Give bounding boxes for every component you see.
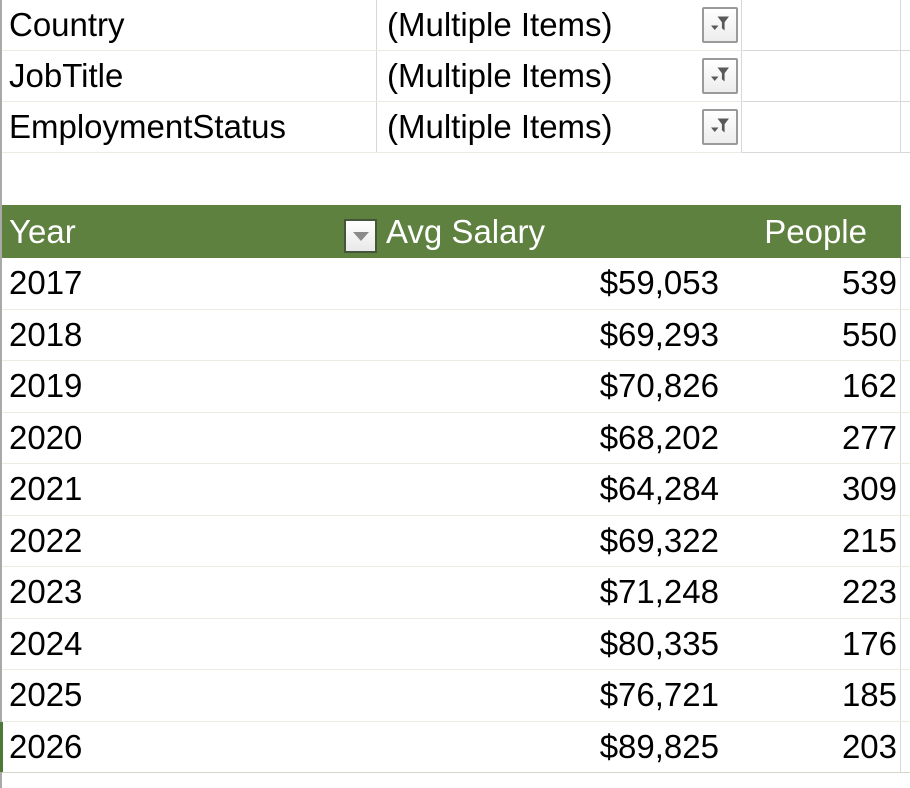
pivot-table-row: 2020 $68,202 277	[0, 413, 910, 464]
filter-row: JobTitle (Multiple Items)	[0, 51, 910, 102]
cell-people[interactable]: 539	[841, 264, 897, 302]
pivot-header-row: Year Avg Salary People	[0, 205, 901, 258]
cell-avg-salary[interactable]: $71,248	[599, 573, 719, 611]
header-cell-avg-salary[interactable]: Avg Salary	[386, 213, 545, 250]
cell-avg-salary[interactable]: $68,202	[599, 418, 719, 456]
filter-row: Country (Multiple Items)	[0, 0, 910, 51]
header-year-label: Year	[9, 213, 76, 250]
filter-field-label[interactable]: Country	[0, 0, 377, 51]
cell-year[interactable]: 2024	[9, 624, 83, 662]
gridline-col-c-d	[900, 0, 901, 788]
filter-value-text: (Multiple Items)	[387, 57, 613, 94]
pivot-table-row: 2017 $59,053 539	[0, 258, 910, 310]
sheet-left-edge	[0, 0, 2, 788]
gridline-col-b-c	[741, 0, 742, 205]
pivot-table-row: 2022 $69,322 215	[0, 516, 910, 567]
bottom-partial-row	[0, 773, 910, 788]
pivot-left-accent-border	[0, 722, 3, 772]
gridline-sliver-header-bottom	[901, 257, 910, 258]
filter-row: EmploymentStatus (Multiple Items)	[0, 102, 910, 153]
cell-year[interactable]: 2025	[9, 676, 83, 714]
empty-row[interactable]	[0, 153, 910, 205]
funnel-filter-icon	[708, 115, 732, 139]
cell-people[interactable]: 215	[841, 521, 897, 559]
cell-year[interactable]: 2021	[9, 470, 83, 508]
cell-avg-salary[interactable]: $70,826	[599, 367, 719, 405]
filter-value-text: (Multiple Items)	[387, 6, 613, 43]
cell-year[interactable]: 2022	[9, 521, 83, 559]
empty-cell[interactable]	[742, 0, 901, 51]
cell-year[interactable]: 2017	[9, 264, 83, 302]
pivot-table-row: 2018 $69,293 550	[0, 310, 910, 361]
pivot-table-row: 2026 $89,825 203	[0, 722, 910, 773]
cell-people[interactable]: 185	[841, 676, 897, 714]
cell-year[interactable]: 2020	[9, 418, 83, 456]
cell-year[interactable]: 2018	[9, 315, 83, 353]
filter-funnel-button[interactable]	[702, 58, 738, 94]
empty-cell-sliver	[901, 0, 910, 51]
cell-year[interactable]: 2019	[9, 367, 83, 405]
cell-avg-salary[interactable]: $76,721	[599, 676, 719, 714]
cell-avg-salary[interactable]: $80,335	[599, 624, 719, 662]
filter-field-label[interactable]: EmploymentStatus	[0, 102, 377, 153]
header-cell-year[interactable]: Year	[0, 205, 377, 258]
gridline-col-a-b	[376, 0, 377, 205]
pivot-table-row: 2024 $80,335 176	[0, 619, 910, 670]
cell-people[interactable]: 550	[841, 315, 897, 353]
filter-value-cell[interactable]: (Multiple Items)	[377, 102, 742, 153]
cell-people[interactable]: 223	[841, 573, 897, 611]
cell-people[interactable]: 176	[841, 624, 897, 662]
filter-field-label[interactable]: JobTitle	[0, 51, 377, 102]
pivot-table-row: 2023 $71,248 223	[0, 567, 910, 619]
filter-value-cell[interactable]: (Multiple Items)	[377, 0, 742, 51]
header-cell-people[interactable]: People	[764, 213, 867, 250]
empty-cell-sliver	[901, 51, 910, 102]
cell-avg-salary[interactable]: $59,053	[599, 264, 719, 302]
pivot-table-row: 2021 $64,284 309	[0, 464, 910, 516]
funnel-filter-icon	[708, 64, 732, 88]
filter-funnel-button[interactable]	[702, 7, 738, 43]
pivot-table-row: 2019 $70,826 162	[0, 361, 910, 413]
funnel-filter-icon	[708, 13, 732, 37]
empty-cell-sliver	[901, 102, 910, 153]
chevron-down-icon	[352, 231, 369, 241]
year-filter-dropdown-button[interactable]	[344, 219, 377, 253]
filter-value-text: (Multiple Items)	[387, 108, 613, 145]
cell-avg-salary[interactable]: $64,284	[599, 470, 719, 508]
empty-cell[interactable]	[742, 102, 901, 153]
cell-people[interactable]: 162	[841, 367, 897, 405]
cell-people[interactable]: 203	[841, 727, 897, 765]
pivot-table-row: 2025 $76,721 185	[0, 670, 910, 722]
cell-people[interactable]: 309	[841, 470, 897, 508]
pivot-filter-area: Country (Multiple Items) JobTitle (Multi…	[0, 0, 910, 153]
filter-funnel-button[interactable]	[702, 109, 738, 145]
cell-year[interactable]: 2023	[9, 573, 83, 611]
empty-cell[interactable]	[742, 51, 901, 102]
cell-year[interactable]: 2026	[9, 727, 83, 765]
cell-avg-salary[interactable]: $89,825	[599, 727, 719, 765]
filter-value-cell[interactable]: (Multiple Items)	[377, 51, 742, 102]
cell-avg-salary[interactable]: $69,322	[599, 521, 719, 559]
cell-people[interactable]: 277	[841, 418, 897, 456]
cell-avg-salary[interactable]: $69,293	[599, 315, 719, 353]
pivot-data-rows: 2017 $59,053 539 2018 $69,293 550 2019 $…	[0, 258, 910, 773]
